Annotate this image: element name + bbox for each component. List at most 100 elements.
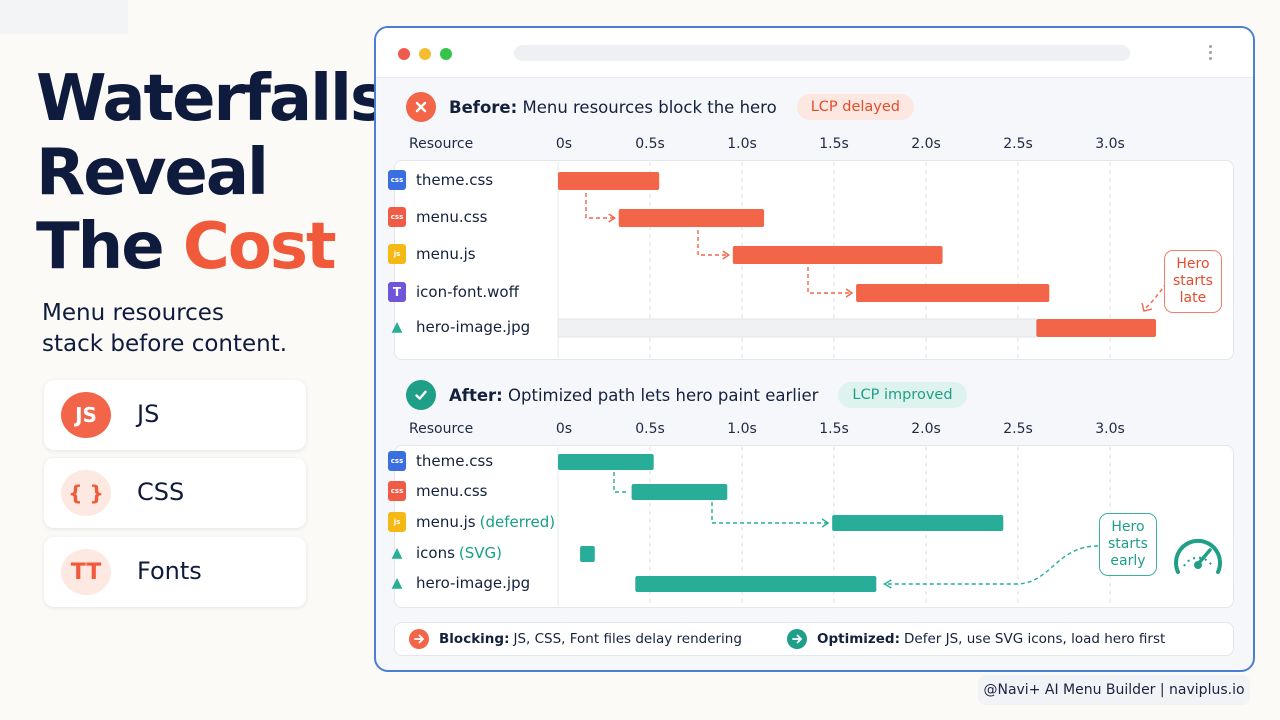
after-title-rest: Optimized path lets hero paint earlier bbox=[508, 385, 819, 405]
before-title-bold: Before: bbox=[449, 97, 518, 117]
corner-decoration bbox=[0, 0, 128, 34]
after-row-name: theme.css bbox=[416, 452, 494, 470]
js-file-icon: js bbox=[388, 244, 406, 264]
before-row-name: menu.css bbox=[416, 208, 488, 226]
lcp-delayed-badge: LCP delayed bbox=[796, 94, 915, 120]
category-label-css: CSS bbox=[137, 478, 185, 506]
legend-blocking-text: JS, CSS, Font files delay rendering bbox=[513, 631, 742, 647]
before-tick-label: 1.0s bbox=[727, 136, 757, 152]
arrow-right-icon bbox=[787, 629, 807, 649]
legend-blocking-bold: Blocking: bbox=[439, 631, 510, 647]
css-file-icon: css bbox=[388, 451, 406, 471]
arrow-right-icon bbox=[409, 629, 429, 649]
after-row-label: ▲ hero-image.jpg bbox=[388, 573, 531, 593]
callout-late-line-2: starts bbox=[1173, 273, 1213, 289]
before-title-rest: Menu resources block the hero bbox=[522, 97, 777, 117]
after-row-name: icons bbox=[416, 544, 455, 562]
hero-starts-early-callout: Hero starts early bbox=[1099, 513, 1157, 576]
speedometer-icon bbox=[1174, 538, 1222, 574]
after-row-note: (SVG) bbox=[458, 544, 503, 562]
title-line-3: The Cost bbox=[36, 210, 386, 284]
before-resource-header: Resource bbox=[409, 136, 474, 152]
minimize-dot-icon[interactable] bbox=[419, 48, 431, 60]
after-row-name: menu.js bbox=[416, 513, 476, 531]
kebab-menu-icon[interactable] bbox=[1209, 45, 1213, 61]
legend-optimized: Optimized: Defer JS, use SVG icons, load … bbox=[787, 629, 1165, 649]
css-file-icon: css bbox=[388, 207, 406, 227]
font-glyph-icon: TT bbox=[61, 549, 111, 595]
category-label-js: JS bbox=[137, 400, 160, 428]
before-row-name: hero-image.jpg bbox=[416, 318, 531, 336]
subtitle: Menu resources stack before content. bbox=[42, 298, 322, 360]
callout-late-line-1: Hero bbox=[1176, 256, 1210, 272]
check-circle-icon bbox=[406, 380, 436, 410]
title-line-2: Reveal bbox=[36, 136, 269, 210]
title-line-3-plain: The bbox=[36, 210, 183, 284]
after-title-bold: After: bbox=[449, 385, 503, 405]
after-row-note: (deferred) bbox=[479, 513, 556, 531]
browser-window: Before: Menu resources block the hero LC… bbox=[374, 26, 1255, 672]
maximize-dot-icon[interactable] bbox=[440, 48, 452, 60]
css-file-icon: css bbox=[388, 481, 406, 501]
legend-blocking: Blocking: JS, CSS, Font files delay rende… bbox=[409, 629, 742, 649]
subtitle-line-1: Menu resources bbox=[42, 300, 224, 326]
category-label-fonts: Fonts bbox=[137, 557, 202, 585]
after-title-text: After: Optimized path lets hero paint ea… bbox=[449, 386, 818, 405]
js-file-icon: js bbox=[388, 512, 406, 532]
close-dot-icon[interactable] bbox=[398, 48, 410, 60]
before-tick-label: 2.0s bbox=[911, 136, 941, 152]
callout-late-line-3: late bbox=[1179, 290, 1207, 306]
callout-early-line-2: starts bbox=[1108, 536, 1148, 552]
after-tick-label: 1.5s bbox=[819, 421, 849, 437]
before-tick-label: 1.5s bbox=[819, 136, 849, 152]
hero-starts-late-callout: Hero starts late bbox=[1164, 250, 1222, 313]
js-badge-icon: JS bbox=[61, 392, 111, 438]
address-bar[interactable] bbox=[514, 45, 1130, 61]
after-row-label: css theme.css bbox=[388, 451, 493, 471]
before-section-title: Before: Menu resources block the hero LC… bbox=[406, 92, 915, 122]
after-row-label: css menu.css bbox=[388, 481, 488, 501]
after-tick-label: 1.0s bbox=[727, 421, 757, 437]
braces-icon: { } bbox=[61, 470, 111, 516]
callout-early-line-3: early bbox=[1110, 553, 1146, 569]
lcp-improved-badge: LCP improved bbox=[838, 382, 967, 408]
legend-optimized-bold: Optimized: bbox=[817, 631, 900, 647]
after-row-label: js menu.js (deferred) bbox=[388, 512, 555, 532]
footer-credit[interactable]: @Navi+ AI Menu Builder | naviplus.io bbox=[978, 675, 1250, 705]
category-card-css[interactable]: { } CSS bbox=[44, 458, 306, 528]
image-icon: ▲ bbox=[391, 545, 403, 561]
after-tick-label: 0.5s bbox=[635, 421, 665, 437]
page-title: Waterfalls Reveal The Cost bbox=[36, 62, 388, 284]
image-icon: ▲ bbox=[391, 319, 403, 335]
before-row-label: css menu.css bbox=[388, 207, 488, 227]
title-accent: Cost bbox=[182, 210, 337, 284]
x-circle-icon bbox=[406, 92, 436, 122]
after-tick-label: 2.0s bbox=[911, 421, 941, 437]
after-resource-header: Resource bbox=[409, 421, 474, 437]
before-tick-label: 3.0s bbox=[1095, 136, 1125, 152]
after-row-name: menu.css bbox=[416, 482, 488, 500]
before-tick-label: 2.5s bbox=[1003, 136, 1033, 152]
after-row-label: ▲ icons (SVG) bbox=[388, 543, 502, 563]
before-row-name: theme.css bbox=[416, 171, 494, 189]
subtitle-line-2: stack before content. bbox=[42, 331, 288, 357]
before-row-label: css theme.css bbox=[388, 170, 493, 190]
t-file-icon: T bbox=[388, 282, 406, 302]
after-tick-label: 3.0s bbox=[1095, 421, 1125, 437]
after-row-name: hero-image.jpg bbox=[416, 574, 531, 592]
after-tick-label: 0s bbox=[555, 421, 573, 437]
before-row-name: icon-font.woff bbox=[416, 283, 519, 301]
before-row-label: ▲ hero-image.jpg bbox=[388, 317, 531, 337]
before-tick-label: 0.5s bbox=[635, 136, 665, 152]
css-file-icon: css bbox=[388, 170, 406, 190]
before-tick-label: 0s bbox=[555, 136, 573, 152]
after-tick-label: 2.5s bbox=[1003, 421, 1033, 437]
before-row-name: menu.js bbox=[416, 245, 476, 263]
category-card-js[interactable]: JS JS bbox=[44, 380, 306, 450]
browser-chrome bbox=[376, 28, 1253, 78]
category-card-fonts[interactable]: TT Fonts bbox=[44, 537, 306, 607]
after-section-title: After: Optimized path lets hero paint ea… bbox=[406, 380, 967, 410]
callout-early-line-1: Hero bbox=[1111, 519, 1145, 535]
image-icon: ▲ bbox=[391, 575, 403, 591]
